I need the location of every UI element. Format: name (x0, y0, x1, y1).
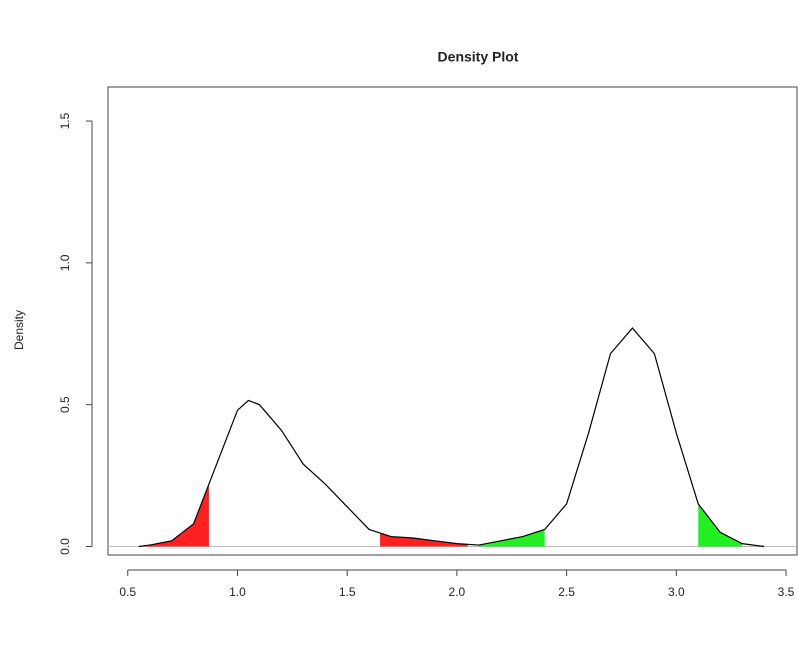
shaded-region (139, 484, 209, 546)
x-tick-label: 0.5 (119, 585, 136, 599)
x-tick-label: 3.5 (778, 585, 795, 599)
x-tick-label: 2.0 (449, 585, 466, 599)
density-line (139, 328, 764, 546)
y-axis-label: Density (12, 310, 26, 350)
chart: Density Plot Density 0.0 0.5 1.0 1.5 0.5 1.0 1… (0, 0, 798, 650)
x-tick-label: 3.0 (668, 585, 685, 599)
y-tick-label: 0.0 (58, 538, 72, 555)
shaded-region (479, 529, 545, 546)
y-tick-label: 0.5 (58, 396, 72, 413)
chart-title: Density Plot (438, 49, 519, 65)
x-tick-label: 1.5 (339, 585, 356, 599)
plot-frame (108, 87, 797, 555)
y-tick-label: 1.0 (58, 254, 72, 271)
x-tick-label: 1.0 (229, 585, 246, 599)
y-tick-label: 1.5 (58, 112, 72, 129)
x-tick-label: 2.5 (558, 585, 575, 599)
